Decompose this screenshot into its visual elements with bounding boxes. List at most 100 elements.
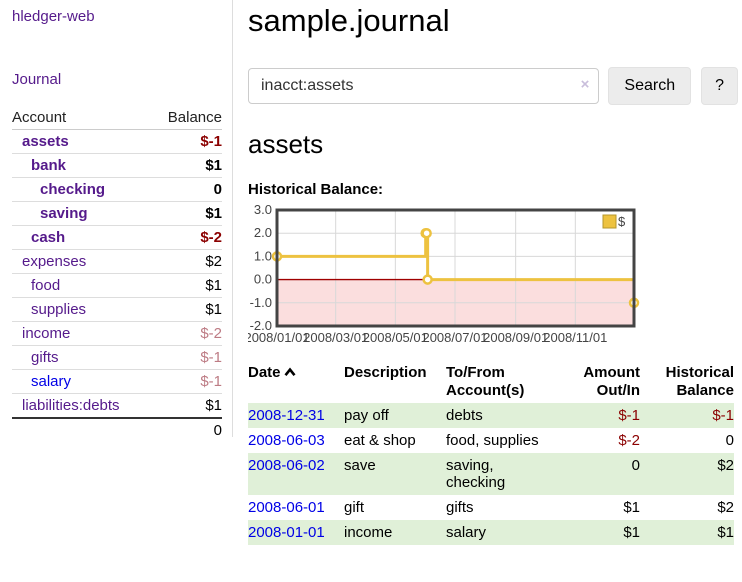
transaction-amount: 0 (631, 457, 640, 474)
register-row: 2008-06-03 eat & shop food, supplies $-2 0 (248, 428, 734, 453)
transaction-amount: $-2 (618, 432, 640, 449)
account-cell: expenses (12, 250, 152, 274)
transaction-accounts: food, supplies (446, 428, 558, 453)
plot-border (275, 208, 636, 328)
sidebar-account-checking[interactable]: checking (40, 181, 106, 198)
accounts-total-spacer (12, 418, 152, 442)
transaction-accounts: gifts (446, 495, 558, 520)
register-header-row: Date Description To/From Account(s) Amou… (248, 362, 734, 403)
historical-balance-chart: $3.0 2.0 1.0 0.0 -1.0 -2.02008/01/012008/03/0… (248, 203, 640, 345)
y-axis-tick-label: 0.0 (254, 272, 272, 287)
sidebar-account-food[interactable]: food (31, 277, 61, 294)
sidebar-account-salary[interactable]: salary (31, 373, 72, 390)
search-input[interactable] (248, 68, 600, 104)
y-axis-tick-label: -2.0 (250, 318, 272, 333)
register-header-balance: Historical Balance (640, 362, 734, 403)
sidebar-account-cash[interactable]: cash (31, 229, 66, 246)
account-cell: salary (12, 370, 152, 394)
transaction-balance: 0 (725, 432, 734, 449)
header-line: Balance (676, 382, 734, 399)
search-box: × (248, 68, 600, 104)
account-heading: assets (248, 129, 324, 159)
transaction-amount: $1 (623, 524, 640, 541)
app-title-link[interactable]: hledger-web (12, 8, 95, 25)
sidebar-account-saving[interactable]: saving (40, 205, 88, 222)
transaction-accounts: salary (446, 520, 558, 545)
account-row: salary $-1 (12, 370, 222, 394)
sidebar-account-expenses[interactable]: expenses (22, 253, 87, 270)
x-axis-tick-label: 2008/09/01 (483, 330, 548, 345)
y-axis-tick-label: 2.0 (254, 225, 272, 240)
account-row: cash $-2 (12, 226, 222, 250)
account-cell: bank (12, 154, 152, 178)
account-cell: income (12, 322, 152, 346)
sort-ascending-icon (284, 367, 296, 377)
account-row: income $-2 (12, 322, 222, 346)
legend-swatch (602, 214, 617, 229)
transaction-date-link[interactable]: 2008-06-02 (248, 457, 325, 474)
transaction-date-link[interactable]: 2008-06-03 (248, 432, 325, 449)
header-line: Account(s) (446, 382, 525, 399)
account-balance: $1 (205, 301, 222, 318)
clear-search-icon[interactable]: × (580, 76, 590, 93)
sidebar-account-liabilities-debts[interactable]: liabilities:debts (22, 397, 120, 414)
header-line: Historical (665, 364, 734, 381)
account-balance: $-1 (200, 349, 222, 366)
account-row: assets $-1 (12, 130, 222, 154)
search-row: × Search ? (248, 67, 738, 105)
transaction-accounts: saving, checking (446, 453, 558, 495)
register-header-date[interactable]: Date (248, 362, 344, 403)
accounts-header-row: Account Balance (12, 106, 222, 130)
sidebar-account-supplies[interactable]: supplies (31, 301, 87, 318)
sidebar-account-assets[interactable]: assets (22, 133, 69, 150)
account-balance: 0 (213, 181, 222, 198)
data-point-marker (421, 227, 432, 239)
transaction-amount: $-1 (618, 407, 640, 424)
transaction-accounts: debts (446, 403, 558, 428)
sidebar-divider (232, 0, 233, 437)
sidebar-account-income[interactable]: income (22, 325, 71, 342)
accounts-total-row: 0 (12, 418, 222, 442)
sidebar-item-journal[interactable]: Journal (12, 71, 62, 88)
account-row: saving $1 (12, 202, 222, 226)
search-button[interactable]: Search (608, 67, 692, 105)
account-balance: $2 (205, 253, 222, 270)
register-header-accounts: To/From Account(s) (446, 362, 558, 403)
sidebar-account-gifts[interactable]: gifts (31, 349, 59, 366)
sidebar-account-bank[interactable]: bank (31, 157, 67, 174)
header-line: Out/In (596, 382, 640, 399)
account-row: checking 0 (12, 178, 222, 202)
chart-title: Historical Balance: (248, 181, 384, 198)
register-header-description: Description (344, 364, 427, 381)
accounts-table: Account Balance assets $-1 bank $1 checking 0… (12, 106, 222, 442)
transaction-description: eat & shop (344, 432, 416, 449)
transaction-accounts-line: debts (446, 407, 483, 424)
account-cell: checking (12, 178, 152, 202)
transaction-date-link[interactable]: 2008-12-31 (248, 407, 325, 424)
account-balance: $-2 (200, 325, 222, 342)
transaction-date-link[interactable]: 2008-01-01 (248, 524, 325, 541)
account-balance: $1 (205, 205, 222, 222)
account-cell: gifts (12, 346, 152, 370)
accounts-header-balance: Balance (167, 109, 222, 126)
x-axis-tick-label: 2008/11/01 (543, 330, 607, 345)
account-cell: liabilities:debts (12, 394, 152, 419)
transaction-accounts-line: gifts (446, 499, 474, 516)
transaction-balance: $1 (717, 524, 734, 541)
transaction-accounts-line: saving, (446, 457, 494, 474)
account-cell: saving (12, 202, 152, 226)
page-title: sample.journal (248, 3, 450, 38)
account-row: liabilities:debts $1 (12, 394, 222, 419)
account-balance: $1 (205, 397, 222, 414)
transaction-date-cell: 2008-01-01 (248, 520, 344, 545)
help-button[interactable]: ? (701, 67, 738, 105)
transaction-date-cell: 2008-06-01 (248, 495, 344, 520)
transaction-description: pay off (344, 407, 389, 424)
transaction-date-link[interactable]: 2008-06-01 (248, 499, 325, 516)
transaction-description: save (344, 457, 376, 474)
register-table: Date Description To/From Account(s) Amou… (248, 362, 734, 545)
account-row: gifts $-1 (12, 346, 222, 370)
account-cell: assets (12, 130, 152, 154)
transaction-balance: $2 (717, 499, 734, 516)
transaction-balance: $-1 (712, 407, 734, 424)
